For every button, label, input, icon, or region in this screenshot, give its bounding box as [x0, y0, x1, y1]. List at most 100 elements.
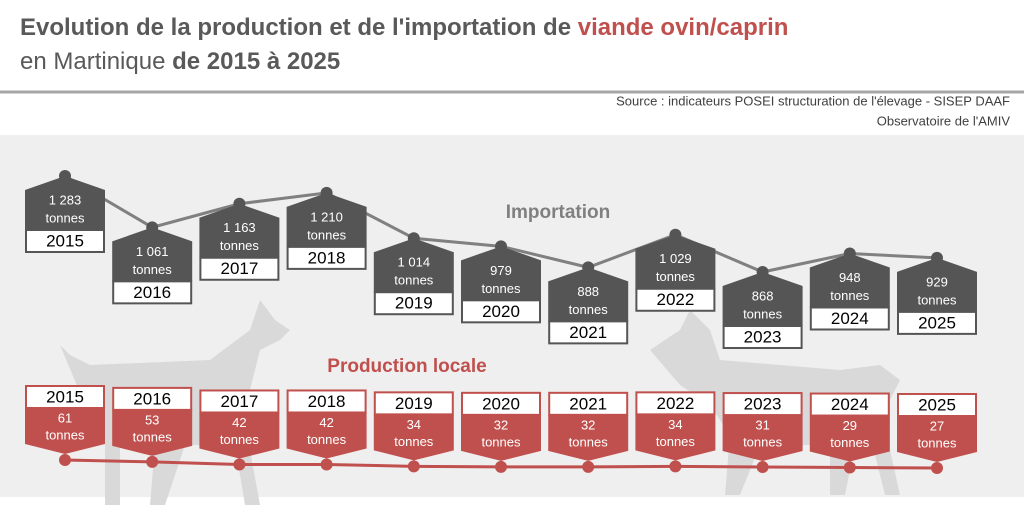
point: [146, 455, 159, 468]
value-label: 1 210: [310, 209, 343, 224]
year-box: [286, 389, 367, 414]
x-tick-label: 2020: [482, 394, 520, 413]
year-box: [373, 391, 454, 416]
label-arrow: [25, 408, 105, 454]
unit-label: tonnes: [307, 227, 347, 242]
label-arrow: [461, 414, 541, 461]
label-arrow: [897, 416, 977, 462]
year-box: [25, 385, 105, 409]
unit-label: tonnes: [481, 281, 521, 296]
subtitle-highlight: de 2015 à 2025: [172, 48, 340, 75]
year-box: [548, 391, 629, 416]
year-box: [461, 391, 541, 416]
unit-label: tonnes: [45, 210, 85, 225]
series-label: Importation: [506, 202, 611, 223]
value-label: 1 014: [398, 255, 431, 270]
point: [495, 460, 507, 473]
x-tick-label: 2017: [220, 259, 258, 278]
x-tick-label: 2017: [220, 392, 258, 411]
unit-label: tonnes: [45, 427, 85, 442]
x-tick-label: 2020: [482, 302, 520, 321]
value-label: 888: [577, 284, 599, 299]
value-label: 1 061: [136, 244, 169, 259]
label-house: [809, 253, 890, 308]
year-box: [809, 306, 890, 331]
label-arrow: [286, 412, 367, 459]
value-label: 42: [232, 415, 246, 430]
point: [407, 460, 420, 473]
x-tick-label: 2023: [744, 327, 782, 346]
x-tick-label: 2018: [308, 248, 346, 267]
unit-label: tonnes: [307, 432, 347, 447]
year-box: [635, 287, 716, 312]
year-box: [25, 229, 105, 253]
point: [931, 462, 943, 474]
title-part: Evolution de la production et de l'impor…: [20, 14, 578, 41]
chart-title: Evolution de la production et de l'impor…: [20, 14, 788, 41]
year-box: [809, 392, 890, 417]
unit-label: tonnes: [830, 288, 870, 303]
unit-label: tonnes: [656, 269, 696, 284]
x-tick-label: 2018: [308, 392, 346, 411]
value-label: 868: [752, 288, 774, 303]
label-arrow: [112, 409, 193, 456]
value-label: 34: [668, 417, 682, 432]
point: [320, 458, 333, 471]
year-box: [897, 310, 977, 335]
value-label: 32: [581, 417, 595, 432]
value-label: 979: [490, 263, 512, 278]
year-box: [635, 391, 716, 416]
label-arrow: [548, 414, 629, 461]
point: [582, 460, 595, 473]
label-arrow: [373, 414, 454, 461]
value-label: 34: [407, 417, 421, 432]
x-tick-label: 2023: [744, 395, 782, 414]
value-label: 1 283: [49, 192, 82, 207]
unit-label: tonnes: [917, 435, 957, 450]
value-label: 32: [494, 417, 508, 432]
point: [59, 170, 71, 182]
year-box: [722, 325, 803, 349]
year-box: [199, 256, 280, 281]
point: [843, 461, 856, 474]
value-label: 27: [930, 418, 944, 433]
x-tick-label: 2019: [395, 394, 433, 413]
unit-label: tonnes: [743, 434, 783, 449]
unit-label: tonnes: [133, 429, 173, 444]
point: [669, 228, 682, 241]
point: [495, 240, 507, 253]
point: [582, 261, 595, 274]
year-box: [897, 393, 977, 417]
year-box: [373, 291, 454, 316]
year-box: [286, 245, 367, 270]
unit-label: tonnes: [917, 292, 957, 307]
label-house: [373, 238, 454, 293]
point: [146, 221, 159, 234]
x-tick-label: 2015: [46, 387, 84, 406]
unit-label: tonnes: [394, 273, 434, 288]
point: [59, 454, 71, 466]
unit-label: tonnes: [569, 302, 609, 317]
unit-label: tonnes: [133, 262, 173, 277]
series-label: Production locale: [327, 356, 486, 377]
point: [931, 251, 943, 264]
title-highlight: viande ovin/caprin: [578, 14, 789, 41]
label-house: [635, 234, 716, 289]
unit-label: tonnes: [656, 434, 696, 449]
label-house: [897, 257, 977, 312]
unit-label: tonnes: [220, 238, 260, 253]
year-box: [548, 320, 629, 345]
x-tick-label: 2021: [569, 323, 607, 342]
x-tick-label: 2024: [831, 395, 869, 414]
label-arrow: [199, 412, 280, 459]
label-house: [461, 246, 541, 301]
label-arrow: [635, 414, 716, 461]
label-house: [199, 203, 280, 258]
x-tick-label: 2021: [569, 394, 607, 413]
label-house: [112, 227, 193, 282]
label-house: [548, 267, 629, 322]
value-label: 31: [755, 417, 769, 432]
value-label: 1 029: [659, 251, 692, 266]
x-tick-label: 2022: [656, 394, 694, 413]
x-tick-label: 2015: [46, 231, 84, 250]
